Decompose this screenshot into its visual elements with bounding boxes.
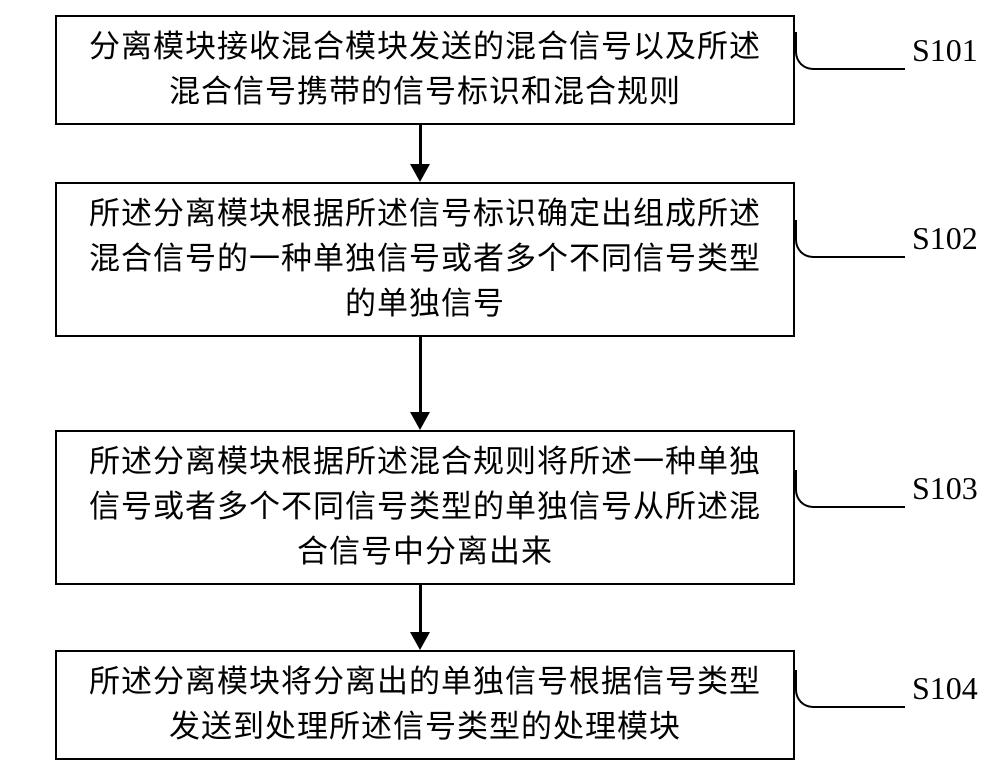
arrow-head-3 xyxy=(410,632,430,650)
step-box-s102: 所述分离模块根据所述信号标识确定出组成所述混合信号的一种单独信号或者多个不同信号… xyxy=(55,182,795,337)
step-text-s101: 分离模块接收混合模块发送的混合信号以及所述混合信号携带的信号标识和混合规则 xyxy=(75,25,775,115)
arrow-line-2 xyxy=(419,337,422,413)
step-label-s102: S102 xyxy=(912,220,978,257)
step-box-s103: 所述分离模块根据所述混合规则将所述一种单独信号或者多个不同信号类型的单独信号从所… xyxy=(55,430,795,585)
arrow-head-1 xyxy=(410,164,430,182)
connector-s103 xyxy=(795,470,905,508)
step-box-s101: 分离模块接收混合模块发送的混合信号以及所述混合信号携带的信号标识和混合规则 xyxy=(55,15,795,125)
connector-s102 xyxy=(795,220,905,258)
step-text-s103: 所述分离模块根据所述混合规则将所述一种单独信号或者多个不同信号类型的单独信号从所… xyxy=(75,440,775,575)
arrow-line-3 xyxy=(419,585,422,633)
step-text-s104: 所述分离模块将分离出的单独信号根据信号类型发送到处理所述信号类型的处理模块 xyxy=(75,660,775,750)
step-label-s101: S101 xyxy=(912,32,978,69)
connector-s101 xyxy=(795,32,905,70)
step-box-s104: 所述分离模块将分离出的单独信号根据信号类型发送到处理所述信号类型的处理模块 xyxy=(55,650,795,760)
step-label-s104: S104 xyxy=(912,670,978,707)
flowchart-canvas: 分离模块接收混合模块发送的混合信号以及所述混合信号携带的信号标识和混合规则 S1… xyxy=(0,0,1000,781)
step-label-s103: S103 xyxy=(912,470,978,507)
step-text-s102: 所述分离模块根据所述信号标识确定出组成所述混合信号的一种单独信号或者多个不同信号… xyxy=(75,192,775,327)
arrow-head-2 xyxy=(410,412,430,430)
arrow-line-1 xyxy=(419,125,422,165)
connector-s104 xyxy=(795,670,905,708)
